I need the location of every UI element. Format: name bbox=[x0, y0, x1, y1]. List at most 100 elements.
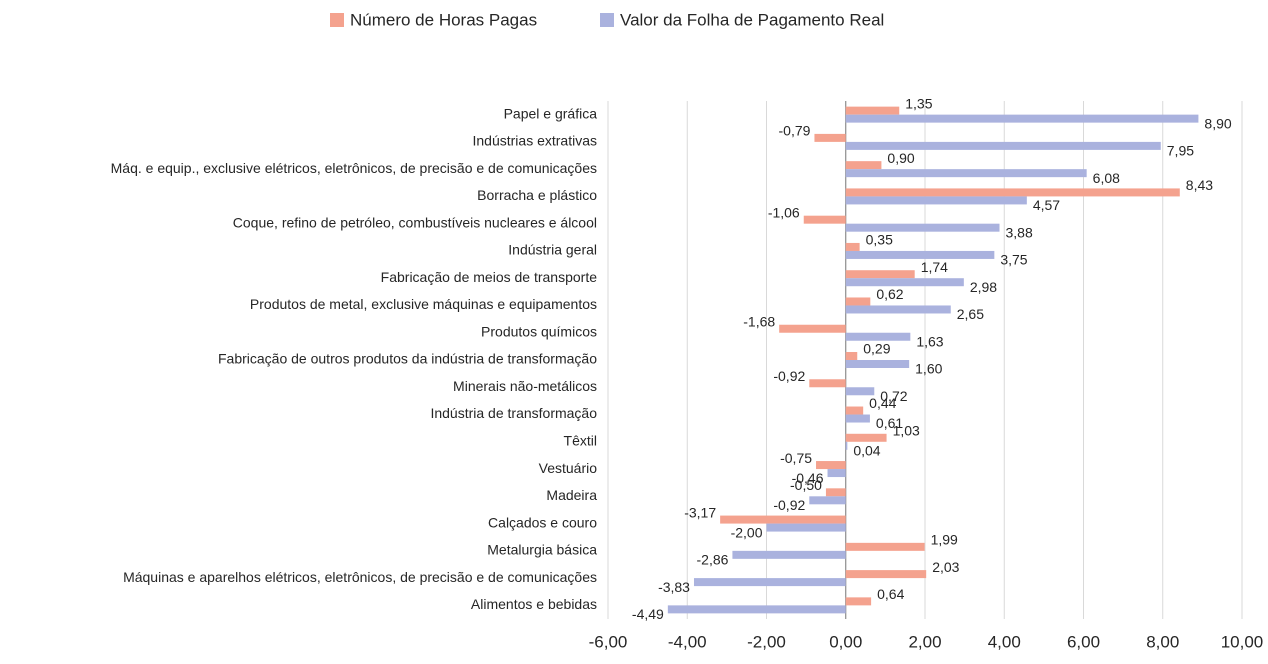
y-tick-label: Metalurgia básica bbox=[487, 542, 597, 558]
y-tick-label: Alimentos e bebidas bbox=[471, 596, 597, 612]
bar bbox=[845, 250, 995, 259]
data-label: 3,88 bbox=[1005, 224, 1032, 240]
y-tick-label: Coque, refino de petróleo, combustíveis … bbox=[233, 214, 597, 230]
y-tick-label: Produtos químicos bbox=[481, 323, 597, 339]
y-tick-label: Têxtil bbox=[564, 432, 597, 448]
bar bbox=[845, 114, 1199, 123]
data-label: 6,08 bbox=[1093, 170, 1120, 186]
y-tick-label: Fabricação de outros produtos da indústr… bbox=[218, 351, 597, 367]
data-label: -0,79 bbox=[779, 123, 811, 139]
data-label: -1,68 bbox=[743, 313, 775, 329]
y-tick-label: Indústria de transformação bbox=[430, 405, 597, 421]
bar bbox=[809, 496, 846, 505]
x-tick-label: 6,00 bbox=[1067, 632, 1100, 651]
y-tick-label: Máquinas e aparelhos elétricos, eletrôni… bbox=[123, 569, 597, 585]
data-label: 4,57 bbox=[1033, 197, 1060, 213]
data-label: 1,74 bbox=[921, 259, 948, 275]
bar bbox=[845, 542, 925, 551]
data-label: -0,50 bbox=[790, 477, 822, 493]
data-label: -4,49 bbox=[632, 606, 664, 622]
data-label: 0,61 bbox=[876, 415, 903, 431]
bar bbox=[845, 297, 871, 306]
data-label: -3,83 bbox=[658, 579, 690, 595]
data-label: -2,00 bbox=[731, 524, 763, 540]
data-label: 0,29 bbox=[863, 341, 890, 357]
data-label: -0,92 bbox=[773, 497, 805, 513]
bar bbox=[845, 433, 887, 442]
bar bbox=[845, 106, 900, 115]
y-tick-label: Minerais não-metálicos bbox=[453, 378, 597, 394]
legend-label: Valor da Folha de Pagamento Real bbox=[620, 10, 884, 29]
bar bbox=[845, 278, 964, 287]
data-label: 0,44 bbox=[869, 395, 896, 411]
data-label: -0,46 bbox=[792, 470, 824, 486]
data-label: 0,35 bbox=[866, 232, 893, 248]
y-tick-label: Produtos de metal, exclusive máquinas e … bbox=[250, 296, 597, 312]
data-label: -2,86 bbox=[697, 552, 729, 568]
bar bbox=[845, 305, 951, 314]
bar bbox=[732, 550, 846, 559]
data-label: -0,92 bbox=[773, 368, 805, 384]
data-label: 1,03 bbox=[893, 422, 920, 438]
x-tick-label: 4,00 bbox=[988, 632, 1021, 651]
x-tick-label: 8,00 bbox=[1146, 632, 1179, 651]
y-tick-label: Calçados e couro bbox=[488, 514, 597, 530]
x-tick-label: 10,00 bbox=[1221, 632, 1264, 651]
bar bbox=[816, 461, 846, 470]
bar bbox=[845, 188, 1180, 197]
y-tick-label: Indústria geral bbox=[508, 242, 597, 258]
y-tick-label: Vestuário bbox=[539, 460, 598, 476]
bar bbox=[845, 332, 911, 341]
bar bbox=[845, 570, 927, 579]
data-label: 0,62 bbox=[876, 286, 903, 302]
bar bbox=[845, 161, 882, 170]
bar bbox=[803, 215, 846, 224]
bar bbox=[720, 515, 846, 524]
data-label: 0,90 bbox=[887, 150, 914, 166]
bar bbox=[809, 379, 846, 388]
data-label: 7,95 bbox=[1167, 143, 1194, 159]
data-label: 1,63 bbox=[916, 333, 943, 349]
data-label: 0,72 bbox=[880, 388, 907, 404]
legend-label: Número de Horas Pagas bbox=[350, 10, 537, 29]
data-label: 0,64 bbox=[877, 586, 904, 602]
x-tick-label: -2,00 bbox=[747, 632, 786, 651]
bar bbox=[845, 223, 1000, 232]
bar bbox=[845, 270, 915, 279]
data-label: -0,75 bbox=[780, 450, 812, 466]
y-tick-label: Indústrias extrativas bbox=[473, 133, 598, 149]
data-label: 8,90 bbox=[1204, 115, 1231, 131]
data-label: -3,17 bbox=[684, 504, 716, 520]
legend-swatch bbox=[330, 13, 344, 27]
bar bbox=[845, 387, 875, 396]
bar bbox=[845, 352, 858, 360]
bar bbox=[845, 360, 910, 368]
data-label: 1,99 bbox=[931, 532, 958, 548]
y-tick-label: Papel e gráfica bbox=[504, 105, 598, 121]
bar bbox=[693, 578, 846, 587]
bar bbox=[845, 441, 848, 450]
data-label: 8,43 bbox=[1186, 177, 1213, 193]
bar bbox=[845, 414, 870, 423]
data-label: 0,04 bbox=[853, 442, 880, 458]
x-tick-label: 2,00 bbox=[908, 632, 941, 651]
data-label: 1,60 bbox=[915, 361, 942, 377]
data-label: 1,35 bbox=[905, 95, 932, 111]
y-tick-label: Fabricação de meios de transporte bbox=[381, 269, 598, 285]
x-tick-label: -4,00 bbox=[668, 632, 707, 651]
data-label: 2,98 bbox=[970, 279, 997, 295]
bar bbox=[766, 523, 846, 532]
x-tick-label: -6,00 bbox=[589, 632, 628, 651]
bar bbox=[814, 133, 846, 142]
legend-swatch bbox=[600, 13, 614, 27]
data-label: 3,75 bbox=[1000, 252, 1027, 268]
y-tick-label: Borracha e plástico bbox=[477, 187, 597, 203]
bar bbox=[845, 169, 1087, 178]
data-label: -1,06 bbox=[768, 204, 800, 220]
bar bbox=[845, 242, 860, 251]
bar bbox=[845, 597, 872, 606]
data-label: 2,03 bbox=[932, 559, 959, 575]
bar bbox=[845, 141, 1161, 150]
y-tick-label: Madeira bbox=[546, 487, 597, 503]
